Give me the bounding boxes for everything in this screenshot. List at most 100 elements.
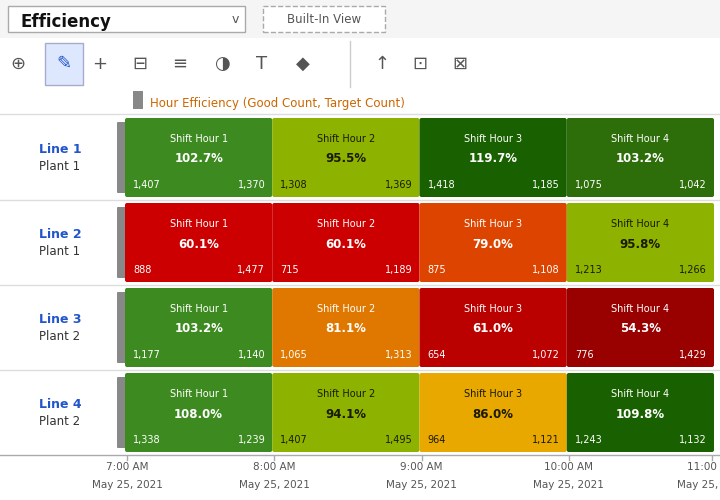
FancyBboxPatch shape xyxy=(272,373,420,452)
Text: Shift Hour 1: Shift Hour 1 xyxy=(170,219,228,229)
Text: Plant 2: Plant 2 xyxy=(40,330,81,343)
Text: 1,308: 1,308 xyxy=(280,180,308,190)
FancyBboxPatch shape xyxy=(117,377,127,448)
Text: 86.0%: 86.0% xyxy=(472,408,513,420)
Text: ⊕: ⊕ xyxy=(10,55,26,73)
Text: May 25, 2021: May 25, 2021 xyxy=(534,480,604,490)
FancyBboxPatch shape xyxy=(125,288,272,367)
Text: Shift Hour 1: Shift Hour 1 xyxy=(170,389,228,399)
FancyBboxPatch shape xyxy=(272,288,420,367)
Text: 11:00 AM: 11:00 AM xyxy=(688,462,720,472)
Text: Shift Hour 3: Shift Hour 3 xyxy=(464,389,522,399)
Text: ⊟: ⊟ xyxy=(132,55,148,73)
Text: 60.1%: 60.1% xyxy=(325,238,366,250)
Text: 9:00 AM: 9:00 AM xyxy=(400,462,443,472)
FancyBboxPatch shape xyxy=(567,373,714,452)
Text: v: v xyxy=(231,13,239,26)
Text: 654: 654 xyxy=(428,350,446,360)
Text: 1,177: 1,177 xyxy=(133,350,161,360)
Text: +: + xyxy=(92,55,107,73)
Text: May 25, 2021: May 25, 2021 xyxy=(91,480,163,490)
Text: Shift Hour 2: Shift Hour 2 xyxy=(317,219,375,229)
Text: 109.8%: 109.8% xyxy=(616,408,665,420)
Text: 715: 715 xyxy=(280,265,299,275)
Text: 1,213: 1,213 xyxy=(575,265,603,275)
Text: 1,189: 1,189 xyxy=(385,265,413,275)
Bar xyxy=(0,0,720,38)
Text: 103.2%: 103.2% xyxy=(616,152,665,166)
FancyBboxPatch shape xyxy=(125,373,272,452)
Bar xyxy=(8,6,245,32)
Bar xyxy=(133,91,143,109)
Text: ⊡: ⊡ xyxy=(413,55,428,73)
Text: Plant 2: Plant 2 xyxy=(40,415,81,428)
Text: 1,121: 1,121 xyxy=(532,435,559,445)
FancyBboxPatch shape xyxy=(117,292,127,363)
Text: Shift Hour 4: Shift Hour 4 xyxy=(611,219,670,229)
Text: Shift Hour 1: Shift Hour 1 xyxy=(170,134,228,144)
Text: 1,075: 1,075 xyxy=(575,180,603,190)
Bar xyxy=(45,43,83,85)
Text: 1,185: 1,185 xyxy=(532,180,559,190)
Text: 94.1%: 94.1% xyxy=(325,408,366,420)
Text: ≡: ≡ xyxy=(172,55,188,73)
Text: 776: 776 xyxy=(575,350,593,360)
FancyBboxPatch shape xyxy=(117,207,127,278)
FancyBboxPatch shape xyxy=(420,203,567,282)
FancyBboxPatch shape xyxy=(567,203,714,282)
FancyBboxPatch shape xyxy=(272,203,420,282)
Text: 1,418: 1,418 xyxy=(428,180,455,190)
Text: 1,370: 1,370 xyxy=(238,180,265,190)
Text: 95.5%: 95.5% xyxy=(325,152,366,166)
Text: ✎: ✎ xyxy=(56,55,71,73)
Text: 888: 888 xyxy=(133,265,151,275)
Text: 1,042: 1,042 xyxy=(679,180,707,190)
Text: 81.1%: 81.1% xyxy=(325,322,366,336)
Text: 1,266: 1,266 xyxy=(679,265,707,275)
FancyBboxPatch shape xyxy=(567,118,714,197)
Text: Shift Hour 2: Shift Hour 2 xyxy=(317,389,375,399)
Text: 60.1%: 60.1% xyxy=(178,238,219,250)
Text: 119.7%: 119.7% xyxy=(469,152,518,166)
Text: Built-In View: Built-In View xyxy=(287,13,361,26)
Text: Hour Efficiency (Good Count, Target Count): Hour Efficiency (Good Count, Target Coun… xyxy=(150,96,405,110)
FancyBboxPatch shape xyxy=(125,203,272,282)
Text: 1,429: 1,429 xyxy=(679,350,707,360)
Text: Shift Hour 3: Shift Hour 3 xyxy=(464,134,522,144)
Text: 1,477: 1,477 xyxy=(238,265,265,275)
Text: Shift Hour 3: Shift Hour 3 xyxy=(464,219,522,229)
Text: Efficiency: Efficiency xyxy=(20,13,111,31)
FancyBboxPatch shape xyxy=(125,118,272,197)
Text: Shift Hour 2: Shift Hour 2 xyxy=(317,304,375,314)
Text: 61.0%: 61.0% xyxy=(473,322,513,336)
FancyBboxPatch shape xyxy=(420,288,567,367)
Text: Line 2: Line 2 xyxy=(39,228,81,241)
FancyBboxPatch shape xyxy=(567,288,714,367)
Text: 964: 964 xyxy=(428,435,446,445)
Text: 95.8%: 95.8% xyxy=(620,238,661,250)
Text: ◑: ◑ xyxy=(214,55,230,73)
Text: Shift Hour 4: Shift Hour 4 xyxy=(611,389,670,399)
Text: ◆: ◆ xyxy=(296,55,310,73)
Text: ↑: ↑ xyxy=(374,55,390,73)
Text: 1,108: 1,108 xyxy=(532,265,559,275)
Text: 102.7%: 102.7% xyxy=(174,152,223,166)
Text: 1,072: 1,072 xyxy=(532,350,559,360)
Text: Shift Hour 2: Shift Hour 2 xyxy=(317,134,375,144)
Text: May 25, 2021: May 25, 2021 xyxy=(386,480,457,490)
Text: 103.2%: 103.2% xyxy=(174,322,223,336)
Text: 1,140: 1,140 xyxy=(238,350,265,360)
Text: 875: 875 xyxy=(428,265,446,275)
Text: 1,407: 1,407 xyxy=(133,180,161,190)
Text: Line 3: Line 3 xyxy=(39,313,81,326)
Text: 10:00 AM: 10:00 AM xyxy=(544,462,593,472)
Text: 1,132: 1,132 xyxy=(679,435,707,445)
Text: 108.0%: 108.0% xyxy=(174,408,223,420)
Text: 7:00 AM: 7:00 AM xyxy=(106,462,148,472)
Text: May 25, 2021: May 25, 2021 xyxy=(677,480,720,490)
Text: 1,369: 1,369 xyxy=(385,180,413,190)
Text: ⊠: ⊠ xyxy=(452,55,467,73)
Text: Shift Hour 4: Shift Hour 4 xyxy=(611,304,670,314)
Text: May 25, 2021: May 25, 2021 xyxy=(239,480,310,490)
FancyBboxPatch shape xyxy=(420,373,567,452)
